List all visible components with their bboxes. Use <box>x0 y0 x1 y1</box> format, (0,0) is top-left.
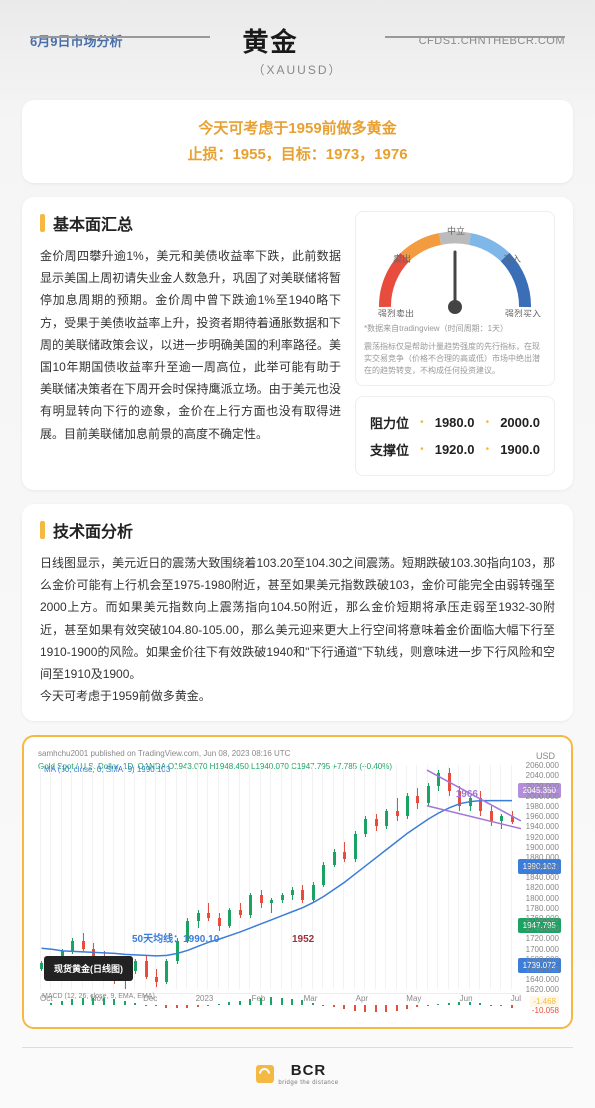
gauge-source: *数据来自tradingview（时间周期：1天） <box>364 323 546 335</box>
header: 6月9日市场分析 黄金 CFDS1.CHNTHEBCR.COM （XAUUSD） <box>0 0 595 86</box>
fundamental-body: 金价周四攀升逾1%，美元和美债收益率下跌，此前数据显示美国上周初请失业金人数急升… <box>40 245 341 445</box>
support-label: 支撑位 <box>370 440 409 459</box>
gauge-disclaimer: 震荡指标仅是帮助计量趋势强度的先行指标，在现实交易竞争（价格不合理的高或低）市场… <box>364 341 546 377</box>
page-subtitle: （XAUUSD） <box>30 61 565 78</box>
signal-sl-tp: 止损：1955，目标：1973，1976 <box>40 142 555 168</box>
technical-card: 技术面分析 日线图显示，美元近日的震荡大致围绕着103.20至104.30之间震… <box>22 504 573 721</box>
support-2: 1900.0 <box>500 442 540 457</box>
svg-text:强烈卖出: 强烈卖出 <box>378 308 414 317</box>
fundamental-card: 基本面汇总 金价周四攀升逾1%，美元和美债收益率下跌，此前数据显示美国上周初请失… <box>22 197 573 490</box>
sentiment-gauge: 强烈卖出 卖出 中立 买入 强烈买入 *数据来自tradingview（时间周期… <box>355 211 555 386</box>
chart-currency: USD <box>536 751 555 761</box>
technical-title: 技术面分析 <box>53 518 133 542</box>
support-1: 1920.0 <box>435 442 475 457</box>
high-anno: 1966 <box>456 789 478 800</box>
price-chart: samhchu2001 published on TradingView.com… <box>22 735 573 1029</box>
footer: BCR bridge the distance <box>22 1047 573 1088</box>
bcr-tagline: bridge the distance <box>278 1080 338 1086</box>
bcr-logo-icon <box>256 1065 274 1083</box>
bcr-brand: BCR <box>278 1062 338 1079</box>
svg-text:强烈买入: 强烈买入 <box>505 309 541 317</box>
svg-text:中立: 中立 <box>447 225 465 236</box>
technical-body2: 今天可考虑于1959前做多黄金。 <box>40 685 555 707</box>
chart-badge: 现货黄金(日线图) <box>44 956 133 981</box>
levels-box: 阻力位 • 1980.0 • 2000.0 支撑位 • 1920.0 • 190… <box>355 396 555 476</box>
chart-source: samhchu2001 published on TradingView.com… <box>32 747 563 760</box>
trade-signal-card: 今天可考虑于1959前做多黄金 止损：1955，目标：1973，1976 <box>22 100 573 183</box>
technical-body: 日线图显示，美元近日的震荡大致围绕着103.20至104.30之间震荡。短期跌破… <box>40 552 555 685</box>
low-anno: 1952 <box>292 934 314 945</box>
analysis-date: 6月9日市场分析 <box>30 31 122 50</box>
ma50-anno: 50天均线：1990.10 <box>132 930 219 945</box>
page-title: 黄金 <box>122 22 418 59</box>
resistance-2: 2000.0 <box>500 415 540 430</box>
signal-entry: 今天可考虑于1959前做多黄金 <box>40 116 555 142</box>
resistance-label: 阻力位 <box>370 413 409 432</box>
resistance-1: 1980.0 <box>435 415 475 430</box>
fundamental-title: 基本面汇总 <box>53 211 133 235</box>
svg-text:卖出: 卖出 <box>393 253 411 264</box>
svg-text:买入: 买入 <box>503 254 521 264</box>
